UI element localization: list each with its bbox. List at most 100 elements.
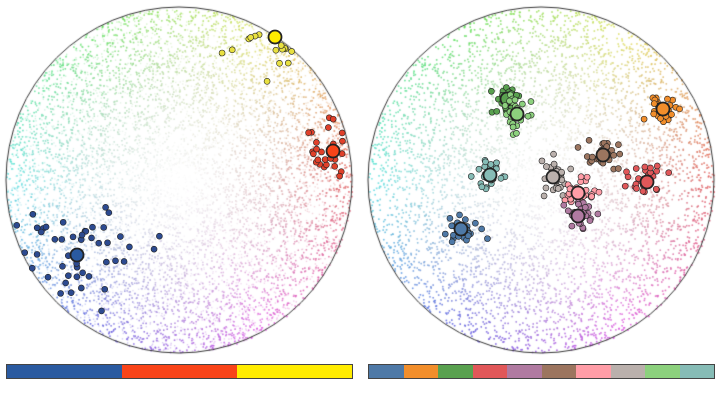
red-cluster-point bbox=[665, 169, 673, 176]
red-cluster-point bbox=[632, 165, 640, 172]
blue-cluster-point bbox=[117, 233, 124, 240]
yellow-cluster-centroid bbox=[267, 29, 283, 45]
gray-cluster-point bbox=[538, 157, 546, 165]
light-green-cluster-point bbox=[527, 98, 535, 105]
blue-cluster-point bbox=[95, 239, 103, 247]
brown-cluster-point bbox=[610, 152, 618, 159]
teal-cluster-point bbox=[497, 175, 505, 182]
pink-cluster-centroid bbox=[570, 185, 586, 201]
gray-cluster-centroid bbox=[545, 169, 561, 185]
gray-cluster-point bbox=[550, 150, 557, 158]
red-cluster-point bbox=[305, 129, 312, 136]
pink-cluster-point bbox=[577, 173, 585, 181]
teal-cluster-point bbox=[475, 165, 483, 173]
right-palette-swatch-1 bbox=[403, 365, 438, 378]
blue-cluster-point bbox=[37, 228, 45, 236]
right-palette-swatch-2 bbox=[438, 365, 473, 378]
light-green-cluster-point bbox=[511, 96, 519, 104]
blue-cluster-point bbox=[78, 284, 85, 292]
blue-cluster-point bbox=[59, 262, 66, 270]
blue-cluster-point bbox=[112, 257, 119, 265]
red-cluster-point bbox=[325, 124, 332, 131]
brown-cluster-point bbox=[616, 150, 624, 158]
blue-cluster-point bbox=[58, 236, 66, 243]
brown-cluster-point bbox=[589, 153, 596, 161]
light-green-cluster-point bbox=[509, 123, 517, 131]
gray-cluster-point bbox=[540, 192, 548, 200]
yellow-cluster-point bbox=[263, 78, 271, 85]
blue-cluster-point bbox=[126, 243, 133, 251]
red-cluster-point bbox=[621, 182, 629, 190]
purple-cluster-point bbox=[594, 210, 602, 218]
red-cluster-point bbox=[313, 145, 320, 153]
light-green-cluster-point bbox=[501, 102, 509, 109]
red-cluster-point bbox=[331, 162, 339, 170]
blue-cluster-centroid bbox=[453, 221, 469, 237]
gray-cluster-point bbox=[554, 185, 562, 192]
brown-cluster-centroid bbox=[595, 147, 611, 163]
gray-cluster-point bbox=[550, 160, 558, 168]
gray-cluster-point bbox=[542, 184, 550, 192]
red-cluster-point bbox=[310, 150, 317, 158]
yellow-cluster-point bbox=[218, 49, 226, 57]
left-palette-swatch-0 bbox=[7, 365, 122, 378]
red-cluster-point bbox=[641, 163, 649, 171]
blue-cluster-point bbox=[79, 269, 86, 277]
blue-cluster-point bbox=[100, 224, 107, 231]
light-green-cluster-point bbox=[506, 97, 513, 105]
blue-cluster-point bbox=[441, 230, 449, 238]
orange-cluster-point bbox=[650, 100, 658, 107]
red-cluster-point bbox=[633, 185, 640, 192]
light-green-cluster-centroid bbox=[509, 106, 525, 122]
brown-cluster-point bbox=[615, 165, 622, 172]
blue-cluster-point bbox=[456, 211, 463, 219]
purple-cluster-point bbox=[564, 207, 572, 215]
pink-cluster-point bbox=[583, 173, 591, 181]
pink-cluster-point bbox=[595, 188, 603, 196]
yellow-cluster-point bbox=[247, 34, 255, 41]
brown-cluster-point bbox=[615, 141, 622, 149]
purple-cluster-point bbox=[560, 201, 568, 209]
light-green-cluster-point bbox=[519, 100, 526, 108]
blue-cluster-point bbox=[28, 264, 36, 272]
right-palette-swatch-6 bbox=[576, 365, 611, 378]
blue-cluster-point bbox=[102, 204, 109, 211]
left-cluster-layer bbox=[13, 29, 346, 315]
yellow-cluster-point bbox=[228, 46, 236, 54]
blue-cluster-point bbox=[44, 273, 52, 281]
blue-cluster-point bbox=[472, 219, 479, 227]
orange-cluster-point bbox=[640, 115, 648, 123]
gray-cluster-point bbox=[567, 165, 574, 173]
red-cluster-point bbox=[639, 187, 647, 195]
right-palette-swatch-0 bbox=[369, 365, 404, 378]
blue-cluster-point bbox=[85, 273, 93, 280]
yellow-cluster-point bbox=[272, 46, 280, 54]
red-cluster-point bbox=[653, 162, 661, 170]
blue-cluster-point bbox=[62, 279, 69, 287]
yellow-cluster-point bbox=[277, 42, 285, 49]
right-palette-swatch-8 bbox=[645, 365, 680, 378]
blue-cluster-point bbox=[29, 210, 37, 218]
blue-cluster-point bbox=[103, 258, 110, 266]
red-cluster-point bbox=[314, 156, 322, 164]
right-palette-swatch-3 bbox=[472, 365, 507, 378]
teal-cluster-point bbox=[493, 159, 500, 167]
blue-cluster-point bbox=[13, 222, 21, 229]
blue-cluster-point bbox=[448, 238, 456, 246]
green-cluster-point bbox=[493, 108, 501, 115]
orange-cluster-point bbox=[650, 110, 658, 118]
left-palette-bar bbox=[6, 364, 353, 379]
orange-cluster-point bbox=[676, 105, 683, 113]
right-palette-bar bbox=[368, 364, 715, 379]
light-green-cluster-point bbox=[513, 129, 520, 137]
blue-cluster-point bbox=[69, 233, 77, 241]
gray-cluster-point bbox=[543, 163, 550, 170]
teal-cluster-centroid bbox=[482, 167, 498, 183]
blue-cluster-point bbox=[98, 307, 105, 315]
red-cluster-centroid bbox=[639, 174, 655, 190]
blue-cluster-point bbox=[150, 245, 158, 253]
yellow-cluster-point bbox=[284, 59, 292, 67]
teal-cluster-point bbox=[478, 183, 486, 191]
red-cluster-point bbox=[652, 185, 660, 193]
blue-cluster-point bbox=[120, 258, 128, 265]
